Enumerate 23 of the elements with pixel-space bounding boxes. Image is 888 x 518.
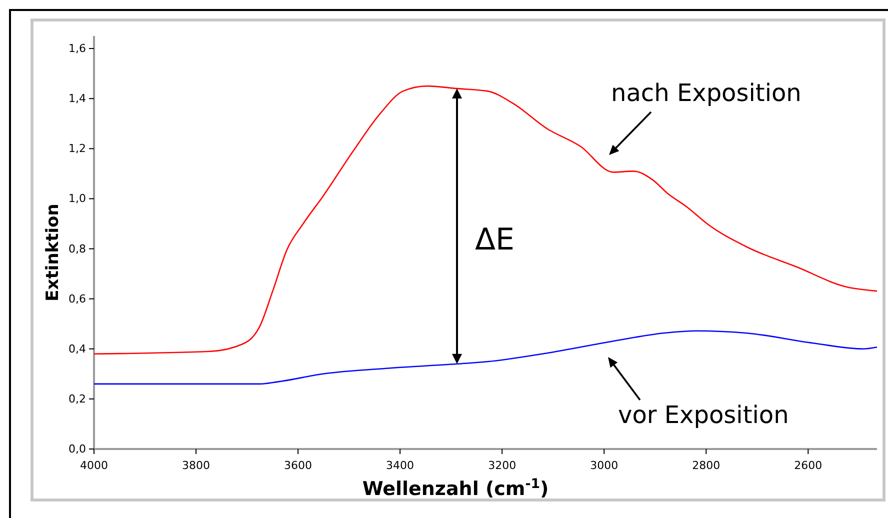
x-tick-label: 3400 (386, 459, 414, 472)
x-tick-label: 4000 (80, 459, 108, 472)
y-tick-label: 1,2 (68, 142, 86, 156)
y-tick-label: 0,0 (68, 442, 86, 456)
annotation: vor Exposition (618, 401, 789, 429)
y-tick-label: 0,6 (68, 292, 86, 306)
y-tick-label: 1,0 (68, 192, 86, 206)
y-tick-label: 1,4 (68, 92, 86, 106)
line-series (93, 330, 878, 385)
y-tick-label: 0,2 (68, 392, 86, 406)
x-tick-label: 3600 (284, 459, 312, 472)
y-tick-label: 1,6 (68, 42, 86, 56)
x-tick-label: 3200 (488, 459, 516, 472)
annotation: nach Exposition (611, 79, 802, 107)
x-tick-label: 2600 (794, 459, 822, 472)
x-tick-label: 3000 (590, 459, 618, 472)
x-tick-label: 2800 (692, 459, 720, 472)
annotation: ΔE (475, 222, 514, 258)
x-tick-label: 3800 (182, 459, 210, 472)
x-axis-title: Wellenzahl (cm$^{-1}$) (362, 476, 549, 500)
y-tick-label: 0,8 (68, 242, 86, 256)
y-tick-label: 0,4 (68, 342, 86, 356)
y-axis-title: Extinktion (43, 204, 63, 302)
